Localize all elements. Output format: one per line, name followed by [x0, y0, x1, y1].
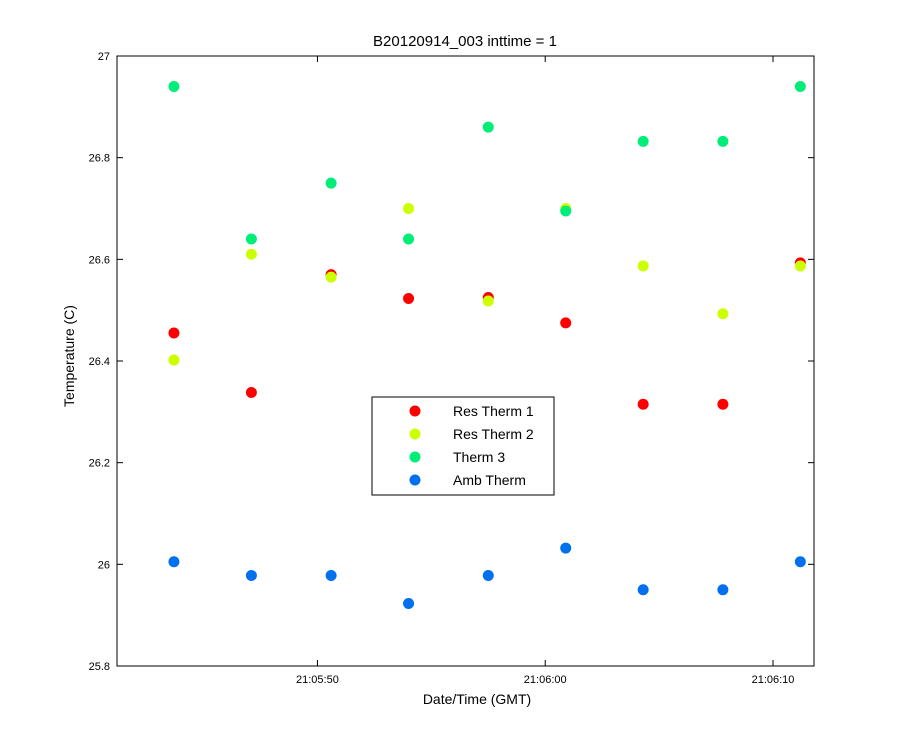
legend-label: Therm 3 [453, 449, 505, 465]
x-tick-label: 21:06:10 [752, 674, 795, 686]
y-axis: 25.8 26 26.2 26.4 26.6 26.8 27 [89, 51, 814, 673]
y-tick-label: 26.6 [89, 254, 110, 266]
data-point [794, 81, 806, 92]
plot-area: 25.8 26 26.2 26.4 26.6 26.8 27 21:05:50 21:06:0… [89, 51, 815, 686]
x-tick-label: 21:06:00 [524, 674, 567, 686]
data-point [560, 205, 572, 217]
data-point [245, 233, 257, 245]
legend-marker [409, 428, 421, 440]
data-points [168, 81, 806, 609]
y-tick-label: 26.8 [89, 153, 110, 165]
data-point [717, 135, 729, 147]
legend-label: Amb Therm [453, 472, 526, 488]
data-point [403, 292, 415, 304]
data-point [794, 260, 806, 272]
data-point [637, 584, 649, 596]
data-point [482, 121, 494, 133]
legend-label: Res Therm 2 [453, 426, 534, 442]
data-point [482, 295, 494, 307]
data-point [245, 570, 257, 582]
data-point [403, 233, 415, 245]
legend-marker [409, 451, 421, 463]
data-point [637, 260, 649, 272]
data-point [168, 327, 180, 339]
data-point [637, 398, 649, 410]
data-point [560, 542, 572, 554]
data-point [403, 597, 415, 609]
legend-label: Res Therm 1 [453, 403, 534, 419]
y-tick-label: 25.8 [89, 661, 110, 673]
legend-box [371, 396, 555, 496]
data-point [325, 271, 337, 283]
data-point [168, 81, 180, 92]
y-axis-label: Temperature (C) [61, 305, 77, 407]
data-point [245, 387, 257, 399]
data-point [717, 308, 729, 320]
x-tick-label: 21:05:50 [296, 674, 339, 686]
y-tick-label: 26.4 [89, 356, 110, 368]
series-3 [168, 81, 806, 245]
data-point [403, 203, 415, 214]
x-axis-label: Date/Time (GMT) [423, 691, 531, 707]
legend-marker [409, 474, 421, 486]
series-4 [168, 542, 806, 609]
data-point [245, 248, 257, 260]
plot-frame [116, 55, 815, 667]
data-point [717, 584, 729, 596]
data-point [482, 570, 494, 582]
legend-marker [409, 405, 421, 417]
data-point [637, 135, 649, 147]
data-point [325, 570, 337, 582]
data-point [794, 556, 806, 568]
data-point [325, 177, 337, 189]
x-axis: 21:05:50 21:06:00 21:06:10 [296, 56, 794, 686]
chart-title: B20120914_003 inttime = 1 [373, 33, 557, 50]
y-tick-label: 26.2 [89, 458, 110, 470]
data-point [717, 398, 729, 410]
data-point [168, 354, 180, 366]
y-tick-label: 26 [98, 559, 110, 571]
data-point [168, 556, 180, 568]
legend: Res Therm 1 Res Therm 2 Therm 3 Amb Therm [371, 396, 555, 496]
y-tick-label: 27 [98, 51, 110, 63]
data-point [560, 317, 572, 329]
